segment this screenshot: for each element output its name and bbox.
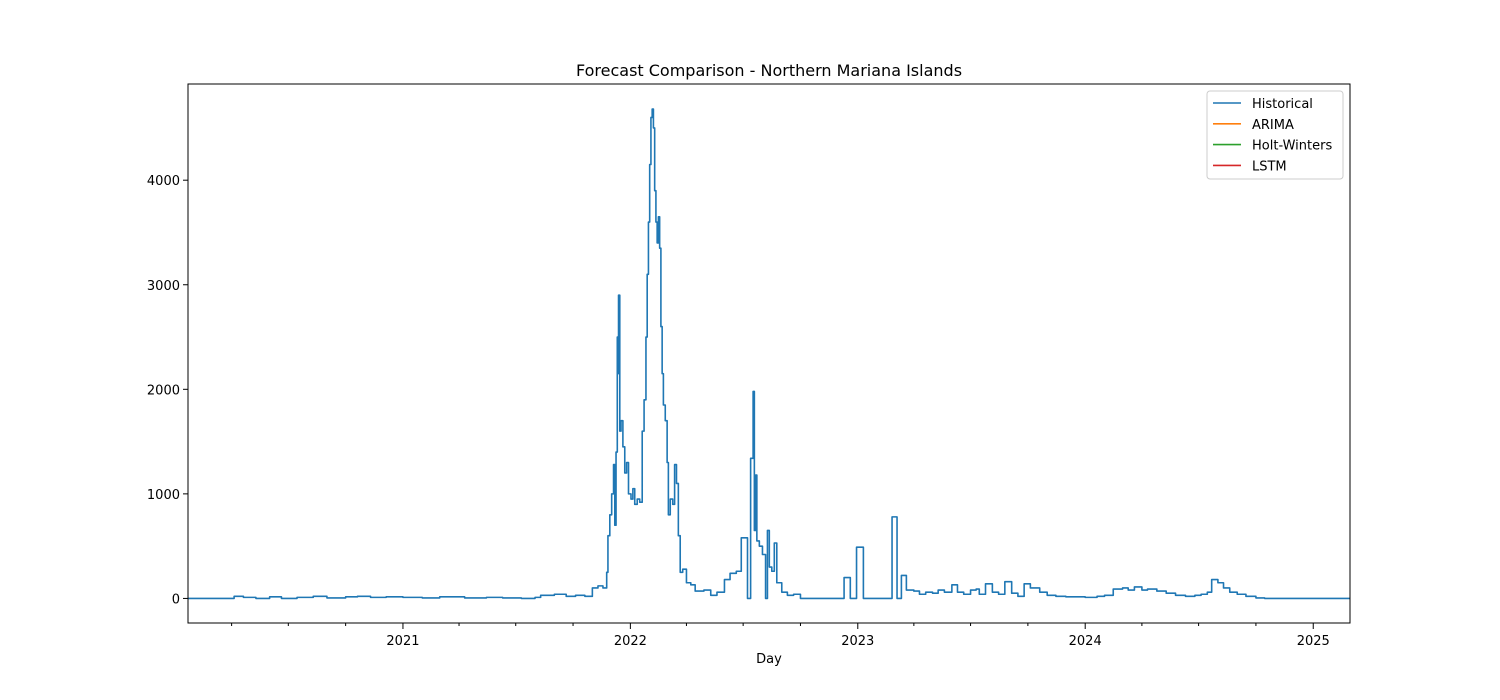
y-tick-label: 1000 xyxy=(147,488,180,503)
legend-box xyxy=(1206,90,1344,180)
legend: Historical ARIMA Holt-Winters LSTM xyxy=(1206,90,1344,180)
x-tick-label: 2023 xyxy=(841,634,874,649)
x-axis: 2021 2022 2023 2024 2025 xyxy=(231,623,1330,649)
y-tick-label: 3000 xyxy=(147,279,180,294)
x-axis-label: Day xyxy=(756,652,782,667)
x-tick-label: 2024 xyxy=(1069,634,1102,649)
y-tick-label: 2000 xyxy=(147,383,180,398)
y-tick-label: 0 xyxy=(172,592,180,607)
y-axis: 0 1000 2000 3000 4000 xyxy=(147,174,188,607)
chart-title: Forecast Comparison - Northern Mariana I… xyxy=(576,61,962,80)
legend-label: LSTM xyxy=(1252,159,1287,174)
x-tick-label: 2022 xyxy=(614,634,647,649)
series-line-historical xyxy=(188,108,1350,600)
legend-label: ARIMA xyxy=(1252,118,1294,133)
plot-area xyxy=(188,108,1350,600)
x-tick-label: 2025 xyxy=(1297,634,1330,649)
legend-label: Historical xyxy=(1252,97,1313,112)
y-tick-label: 4000 xyxy=(147,174,180,189)
x-tick-label: 2021 xyxy=(386,634,419,649)
plot-frame xyxy=(187,83,1351,624)
legend-label: Holt-Winters xyxy=(1252,139,1332,154)
